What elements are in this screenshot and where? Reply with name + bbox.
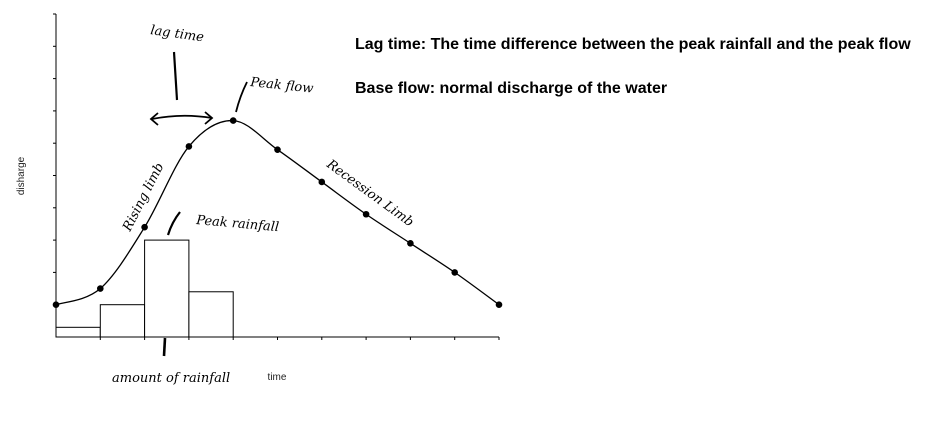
discharge-point <box>52 301 60 309</box>
lag-time-definition: Lag time: The time difference between th… <box>355 36 911 53</box>
rainfall-bar <box>99 304 146 338</box>
x-axis-label: time <box>268 372 287 383</box>
lag-time-stroke <box>172 51 179 101</box>
discharge-line <box>55 119 500 306</box>
amount-of-rainfall-pointer <box>162 337 167 357</box>
peak-rainfall-pointer <box>166 211 181 236</box>
lag-time-arrow <box>151 114 213 120</box>
rainfall-bar <box>188 291 234 338</box>
amount-of-rainfall-annotation: amount of rainfall <box>112 337 230 386</box>
base-flow-definition: Base flow: normal discharge of the water <box>355 80 668 97</box>
rainfall-bar <box>55 326 101 338</box>
discharge-point <box>185 143 193 150</box>
discharge-point <box>318 178 326 186</box>
peak-rainfall-annotation: Peak rainfall <box>166 211 280 236</box>
lag-time-arrowhead-right <box>204 111 214 125</box>
ticks <box>53 13 500 340</box>
y-axis-label: disharge <box>16 156 27 195</box>
amount-of-rainfall-label: amount of rainfall <box>112 371 230 386</box>
rainfall-bar <box>144 239 190 338</box>
discharge-point <box>97 285 104 292</box>
peak-rainfall-label: Peak rainfall <box>195 213 280 235</box>
peak-flow-pointer <box>235 81 248 113</box>
lag-time-annotation: lag time <box>149 23 214 126</box>
discharge-point <box>229 117 237 124</box>
peak-flow-label: Peak flow <box>249 75 314 97</box>
discharge-point <box>495 301 503 309</box>
discharge-point <box>407 240 414 247</box>
peak-flow-annotation: Peak flow <box>235 75 314 113</box>
discharge-point <box>141 223 148 231</box>
discharge-point <box>362 210 370 218</box>
discharge-points <box>52 117 503 309</box>
rainfall-bars <box>55 239 234 338</box>
axes <box>55 14 499 338</box>
discharge-point <box>451 269 459 276</box>
discharge-point <box>274 146 281 153</box>
lag-time-label: lag time <box>149 23 205 45</box>
lag-time-arrowhead-left <box>149 112 159 126</box>
